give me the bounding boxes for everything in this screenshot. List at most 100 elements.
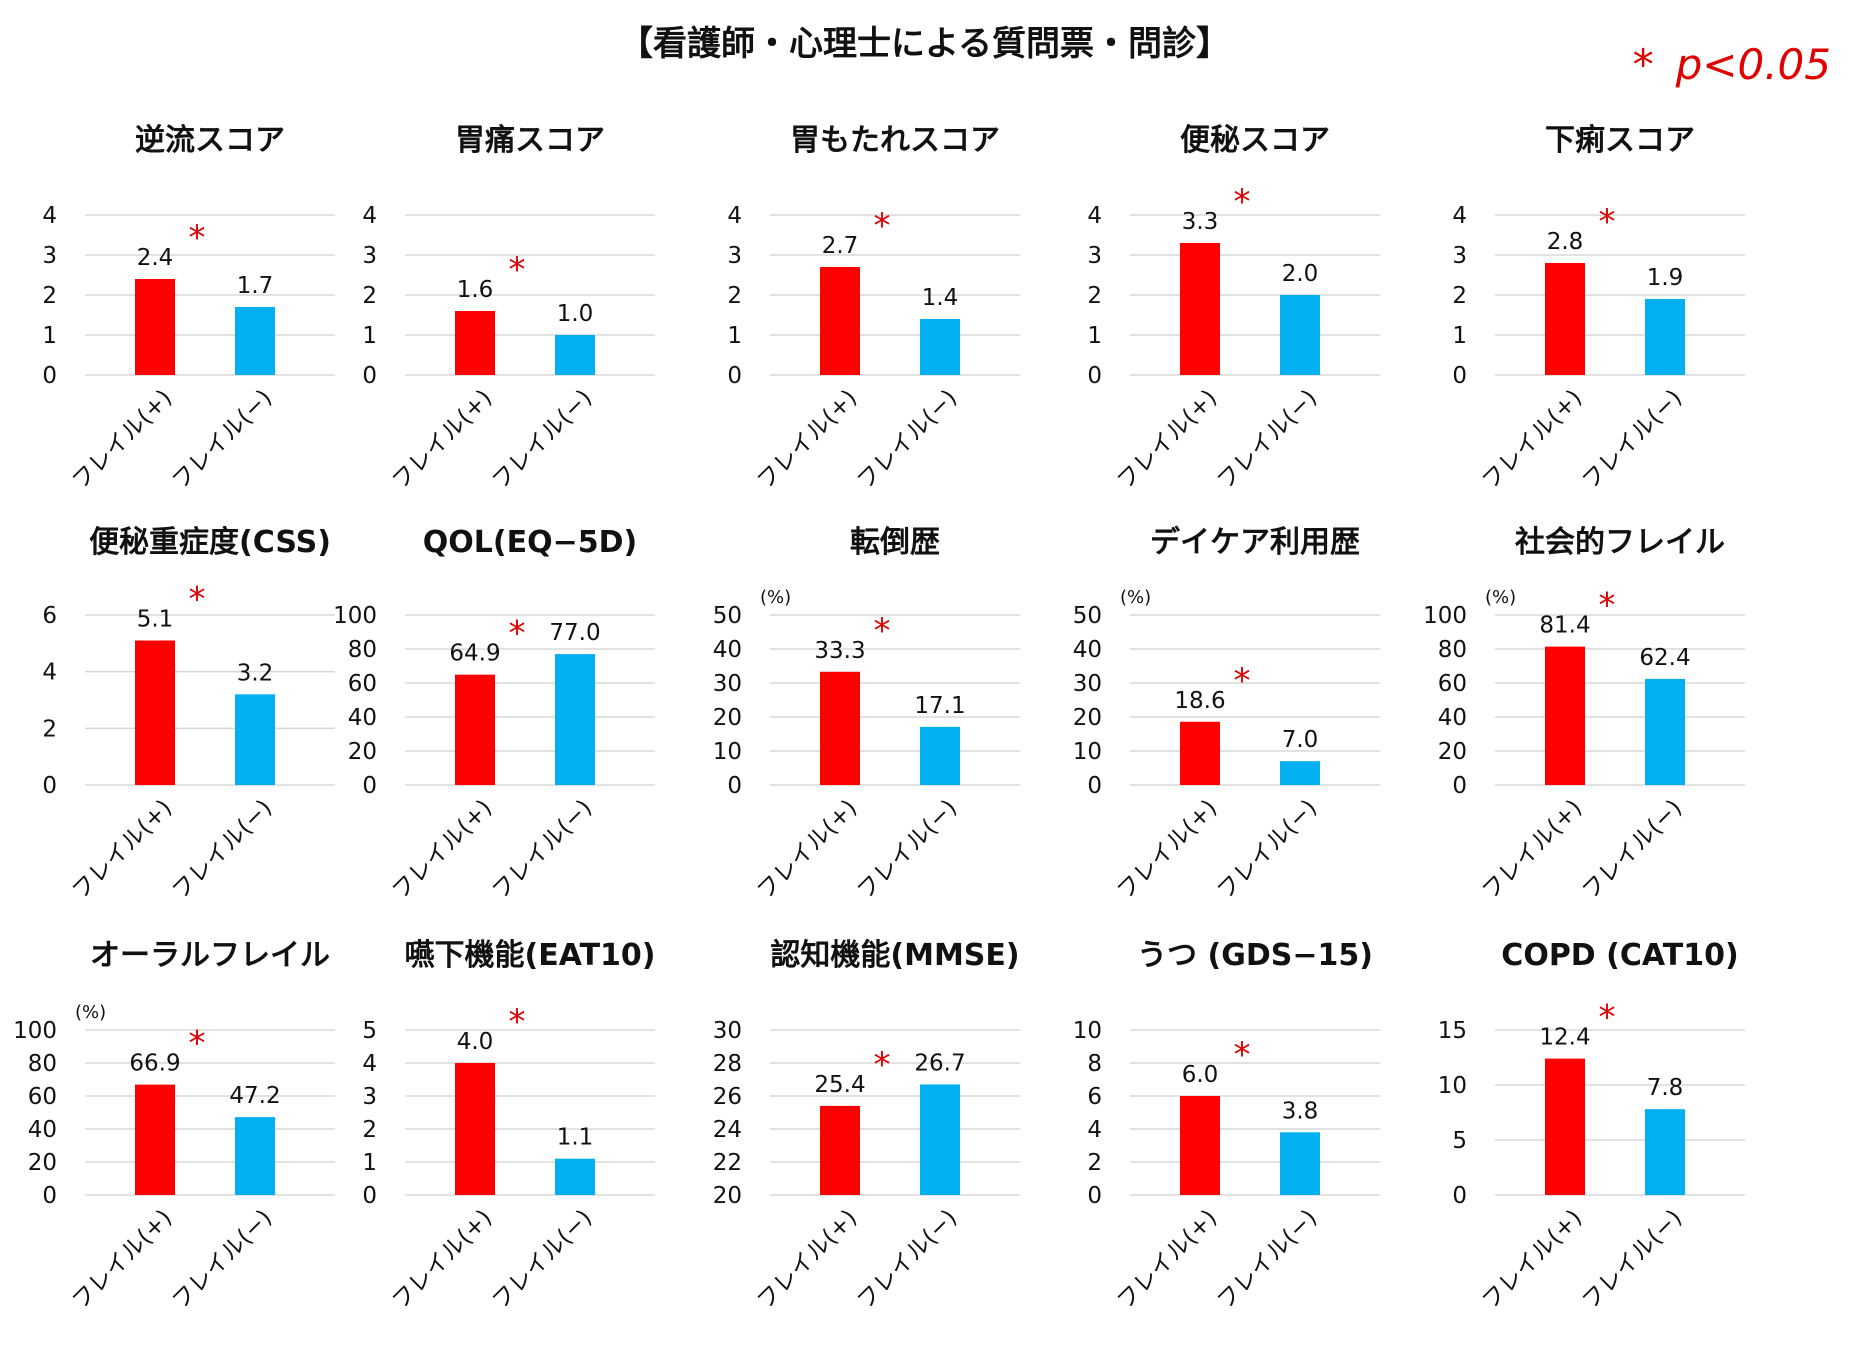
chart-panel: 転倒歴 (%) 0 10 20 30 40 50 33.3 フレイル(+) 17.1 フレイル(−) * bbox=[713, 525, 1020, 905]
bar-frail-positive bbox=[820, 267, 860, 375]
x-category-label: フレイル(+) bbox=[1112, 385, 1222, 495]
bar-frail-positive bbox=[820, 1105, 860, 1195]
chart-title: 便秘スコア bbox=[1180, 123, 1330, 158]
significance-star-icon: * bbox=[189, 218, 206, 258]
significance-star-icon: * bbox=[1234, 1035, 1251, 1075]
x-category-label: フレイル(+) bbox=[1477, 1205, 1587, 1315]
y-tick-label: 0 bbox=[42, 363, 57, 389]
bar-frail-negative bbox=[1280, 1132, 1320, 1195]
bar-frail-negative bbox=[555, 654, 595, 785]
y-tick-label: 1 bbox=[362, 323, 377, 349]
bar-frail-positive bbox=[1545, 263, 1585, 375]
y-tick-label: 4 bbox=[1087, 203, 1102, 229]
y-tick-label: 0 bbox=[1452, 1183, 1467, 1209]
y-tick-label: 20 bbox=[1438, 739, 1467, 765]
y-tick-label: 2 bbox=[362, 283, 377, 309]
chart-panel: 胃痛スコア 0 1 2 3 4 1.6 フレイル(+) 1.0 フレイル(−) * bbox=[362, 123, 655, 495]
x-category-label: フレイル(−) bbox=[167, 385, 277, 495]
chart-title: デイケア利用歴 bbox=[1150, 525, 1360, 560]
y-tick-label: 40 bbox=[1438, 705, 1467, 731]
bar-value-label: 17.1 bbox=[914, 693, 965, 719]
bar-value-label: 2.7 bbox=[822, 233, 859, 259]
bar-frail-negative bbox=[235, 1117, 275, 1195]
y-tick-label: 100 bbox=[1423, 603, 1467, 629]
y-tick-label: 0 bbox=[1087, 363, 1102, 389]
y-tick-label: 0 bbox=[1087, 1183, 1102, 1209]
bar-frail-negative bbox=[920, 1084, 960, 1195]
significance-star-icon: * bbox=[509, 1002, 526, 1042]
bar-value-label: 1.7 bbox=[237, 273, 274, 299]
significance-star-icon: * bbox=[1234, 182, 1251, 222]
significance-star-icon: * bbox=[1599, 586, 1616, 626]
bar-value-label: 18.6 bbox=[1174, 688, 1225, 714]
x-category-label: フレイル(+) bbox=[387, 795, 497, 905]
y-tick-label: 2 bbox=[1087, 283, 1102, 309]
y-tick-label: 20 bbox=[1073, 705, 1102, 731]
y-tick-label: 3 bbox=[362, 1084, 377, 1110]
x-category-label: フレイル(+) bbox=[1112, 795, 1222, 905]
y-tick-label: 2 bbox=[362, 1117, 377, 1143]
bar-value-label: 1.4 bbox=[922, 285, 959, 311]
chart-panel: 便秘スコア 0 1 2 3 4 3.3 フレイル(+) 2.0 フレイル(−) * bbox=[1087, 123, 1380, 495]
x-category-label: フレイル(−) bbox=[487, 795, 597, 905]
significance-text: p<0.05 bbox=[1675, 40, 1831, 89]
y-tick-label: 40 bbox=[1073, 637, 1102, 663]
bar-frail-negative bbox=[920, 319, 960, 375]
chart-title: うつ (GDS−15) bbox=[1137, 938, 1373, 973]
y-tick-label: 50 bbox=[713, 603, 742, 629]
y-tick-label: 1 bbox=[42, 323, 57, 349]
y-tick-label: 0 bbox=[1452, 363, 1467, 389]
x-category-label: フレイル(+) bbox=[1477, 795, 1587, 905]
y-tick-label: 4 bbox=[42, 660, 57, 686]
bar-value-label: 26.7 bbox=[914, 1050, 965, 1076]
x-category-label: フレイル(−) bbox=[1212, 385, 1322, 495]
y-tick-label: 2 bbox=[727, 283, 742, 309]
y-tick-label: 30 bbox=[1073, 671, 1102, 697]
y-tick-label: 1 bbox=[727, 323, 742, 349]
y-tick-label: 5 bbox=[1452, 1128, 1467, 1154]
y-tick-label: 0 bbox=[42, 1183, 57, 1209]
y-tick-label: 4 bbox=[42, 203, 57, 229]
y-tick-label: 20 bbox=[28, 1150, 57, 1176]
bar-frail-positive bbox=[135, 279, 175, 375]
y-tick-label: 3 bbox=[1087, 243, 1102, 269]
bar-value-label: 3.3 bbox=[1182, 209, 1219, 235]
y-tick-label: 2 bbox=[1087, 1150, 1102, 1176]
bar-value-label: 2.0 bbox=[1282, 261, 1319, 287]
x-category-label: フレイル(+) bbox=[67, 1205, 177, 1315]
y-tick-label: 20 bbox=[713, 1183, 742, 1209]
y-tick-label: 0 bbox=[42, 773, 57, 799]
y-tick-label: 10 bbox=[1073, 739, 1102, 765]
x-category-label: フレイル(−) bbox=[1577, 385, 1687, 495]
significance-star-icon: * bbox=[509, 614, 526, 654]
significance-star-icon: * bbox=[1632, 40, 1654, 89]
bar-frail-negative bbox=[1645, 1109, 1685, 1195]
y-tick-label: 0 bbox=[727, 773, 742, 799]
x-category-label: フレイル(−) bbox=[852, 795, 962, 905]
y-tick-label: 3 bbox=[362, 243, 377, 269]
y-tick-label: 4 bbox=[362, 203, 377, 229]
x-category-label: フレイル(−) bbox=[487, 385, 597, 495]
y-tick-label: 60 bbox=[348, 671, 377, 697]
chart-title: 胃痛スコア bbox=[455, 123, 605, 158]
bar-value-label: 66.9 bbox=[129, 1051, 180, 1077]
y-tick-label: 6 bbox=[42, 603, 57, 629]
x-category-label: フレイル(+) bbox=[1112, 1205, 1222, 1315]
chart-panel: 嚥下機能(EAT10) 0 1 2 3 4 5 4.0 フレイル(+) 1.1 フレイル(−) * bbox=[362, 938, 655, 1315]
chart-panel: 便秘重症度(CSS) 0 2 4 6 5.1 フレイル(+) 3.2 フレイル(−) * bbox=[42, 525, 335, 905]
chart-title: 認知機能(MMSE) bbox=[770, 938, 1019, 973]
y-tick-label: 10 bbox=[713, 739, 742, 765]
y-tick-label: 60 bbox=[1438, 671, 1467, 697]
y-tick-label: 26 bbox=[713, 1084, 742, 1110]
y-tick-label: 40 bbox=[28, 1117, 57, 1143]
significance-legend: * p<0.05 bbox=[1633, 40, 1831, 89]
significance-star-icon: * bbox=[874, 206, 891, 246]
x-category-label: フレイル(−) bbox=[1212, 795, 1322, 905]
bar-value-label: 1.0 bbox=[557, 301, 594, 327]
chart-panel: デイケア利用歴 (%) 0 10 20 30 40 50 18.6 フレイル(+) 7.0 フレイル(… bbox=[1073, 525, 1380, 905]
chart-panel: うつ (GDS−15) 0 2 4 6 8 10 6.0 フレイル(+) 3.8 フレイル(−) * bbox=[1073, 938, 1380, 1315]
bar-value-label: 81.4 bbox=[1539, 613, 1590, 639]
y-unit-label: (%) bbox=[760, 587, 791, 608]
bar-frail-positive bbox=[135, 640, 175, 785]
y-tick-label: 20 bbox=[713, 705, 742, 731]
